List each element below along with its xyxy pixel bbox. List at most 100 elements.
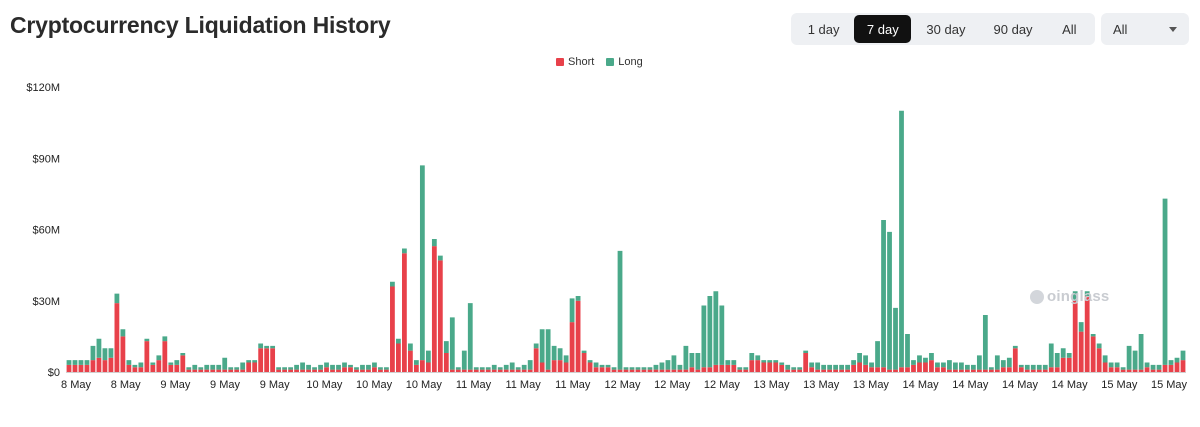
long-bar[interactable] — [1024, 364, 1030, 370]
short-bar[interactable] — [671, 369, 677, 373]
long-bar[interactable] — [881, 220, 886, 368]
long-bar[interactable] — [797, 367, 803, 370]
short-bar[interactable] — [473, 369, 479, 373]
long-bar[interactable] — [1138, 334, 1144, 370]
short-bar[interactable] — [252, 362, 258, 373]
long-bar[interactable] — [72, 360, 78, 365]
short-bar[interactable] — [174, 364, 180, 373]
long-bar[interactable] — [1108, 362, 1114, 368]
range-30-day-button[interactable]: 30 day — [926, 21, 966, 37]
long-bar[interactable] — [785, 364, 791, 370]
long-bar[interactable] — [970, 364, 976, 370]
long-bar[interactable] — [1072, 291, 1078, 301]
long-bar[interactable] — [707, 296, 713, 368]
long-bar[interactable] — [743, 367, 749, 370]
long-bar[interactable] — [641, 367, 647, 370]
short-bar[interactable] — [773, 362, 779, 373]
long-bar[interactable] — [695, 353, 701, 370]
short-bar[interactable] — [1180, 360, 1186, 373]
short-bar[interactable] — [893, 369, 898, 373]
long-bar[interactable] — [617, 250, 623, 370]
short-bar[interactable] — [407, 350, 413, 373]
short-bar[interactable] — [84, 364, 90, 373]
long-bar[interactable] — [210, 364, 216, 370]
short-bar[interactable] — [150, 364, 156, 373]
long-bar[interactable] — [1114, 362, 1120, 368]
long-bar[interactable] — [851, 360, 856, 365]
short-bar[interactable] — [719, 364, 725, 373]
long-bar[interactable] — [114, 293, 120, 304]
long-bar[interactable] — [683, 345, 689, 370]
long-bar[interactable] — [234, 367, 240, 370]
short-bar[interactable] — [168, 364, 174, 373]
short-bar[interactable] — [911, 364, 916, 373]
short-bar[interactable] — [396, 343, 401, 373]
short-bar[interactable] — [138, 367, 144, 372]
short-bar[interactable] — [431, 246, 437, 373]
long-bar[interactable] — [503, 364, 509, 370]
long-bar[interactable] — [731, 360, 737, 365]
short-bar[interactable] — [797, 369, 803, 373]
long-bar[interactable] — [713, 291, 719, 365]
long-bar[interactable] — [180, 353, 186, 356]
short-bar[interactable] — [935, 367, 940, 372]
short-bar[interactable] — [665, 369, 671, 373]
long-bar[interactable] — [689, 353, 695, 368]
short-bar[interactable] — [1072, 300, 1078, 372]
short-bar[interactable] — [180, 355, 186, 373]
long-bar[interactable] — [899, 110, 904, 368]
short-bar[interactable] — [1066, 357, 1072, 372]
short-bar[interactable] — [785, 369, 791, 373]
short-bar[interactable] — [707, 367, 713, 372]
short-bar[interactable] — [1090, 336, 1096, 373]
short-bar[interactable] — [1018, 367, 1024, 372]
short-bar[interactable] — [1174, 362, 1180, 373]
short-bar[interactable] — [1048, 367, 1054, 372]
long-bar[interactable] — [1090, 334, 1096, 337]
short-bar[interactable] — [887, 369, 892, 373]
short-bar[interactable] — [647, 369, 653, 373]
long-bar[interactable] — [923, 357, 928, 363]
short-bar[interactable] — [767, 362, 773, 373]
long-bar[interactable] — [84, 360, 90, 365]
long-bar[interactable] — [599, 364, 605, 368]
short-bar[interactable] — [126, 364, 132, 373]
long-bar[interactable] — [288, 367, 293, 370]
long-bar[interactable] — [725, 360, 731, 365]
short-bar[interactable] — [72, 364, 78, 373]
short-bar[interactable] — [839, 369, 845, 373]
long-bar[interactable] — [929, 353, 934, 361]
long-bar[interactable] — [515, 367, 521, 370]
short-bar[interactable] — [947, 369, 952, 373]
short-bar[interactable] — [198, 369, 204, 373]
long-bar[interactable] — [893, 307, 898, 370]
short-bar[interactable] — [1060, 357, 1066, 372]
short-bar[interactable] — [318, 369, 323, 373]
short-bar[interactable] — [605, 367, 611, 372]
short-bar[interactable] — [557, 360, 563, 373]
long-bar[interactable] — [539, 329, 545, 363]
long-bar[interactable] — [623, 367, 629, 370]
long-bar[interactable] — [809, 362, 815, 368]
short-bar[interactable] — [425, 362, 431, 373]
short-bar[interactable] — [815, 369, 821, 373]
short-bar[interactable] — [539, 362, 545, 373]
long-bar[interactable] — [1006, 357, 1012, 368]
short-bar[interactable] — [1012, 348, 1018, 372]
short-bar[interactable] — [186, 369, 192, 373]
long-bar[interactable] — [575, 296, 581, 301]
short-bar[interactable] — [120, 336, 126, 373]
range-90-day-button[interactable]: 90 day — [993, 21, 1033, 37]
short-bar[interactable] — [875, 367, 880, 372]
short-bar[interactable] — [294, 369, 299, 373]
short-bar[interactable] — [372, 367, 377, 372]
long-bar[interactable] — [887, 231, 892, 370]
long-bar[interactable] — [587, 360, 593, 363]
long-bar[interactable] — [294, 364, 299, 370]
long-bar[interactable] — [144, 338, 150, 342]
long-bar[interactable] — [264, 345, 270, 349]
long-bar[interactable] — [611, 367, 617, 370]
long-bar[interactable] — [1150, 364, 1156, 370]
long-bar[interactable] — [1156, 364, 1162, 370]
short-bar[interactable] — [988, 369, 994, 373]
